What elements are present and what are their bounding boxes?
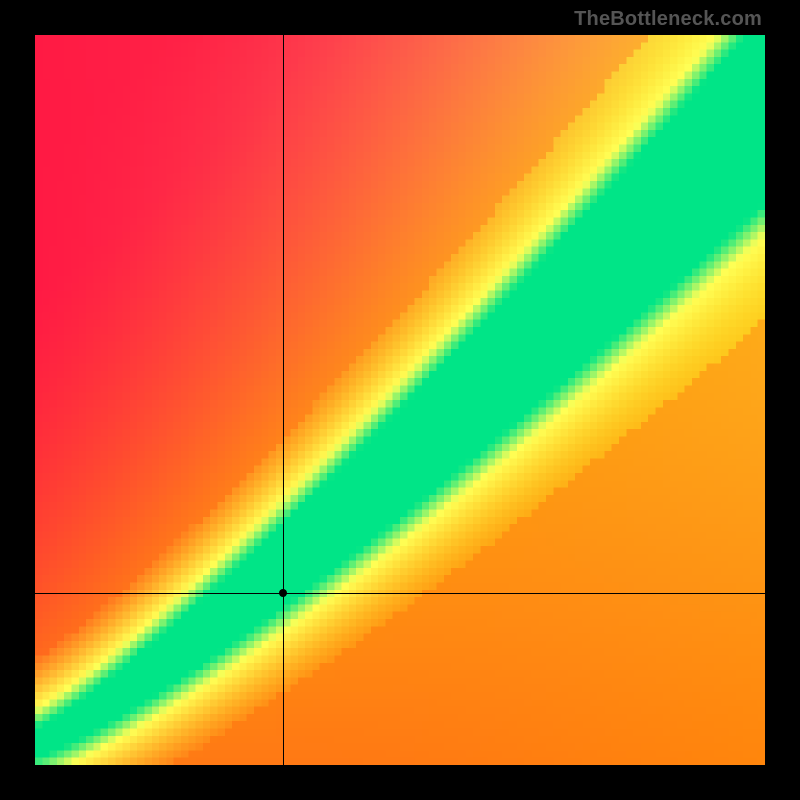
watermark-text: TheBottleneck.com (574, 8, 762, 31)
heatmap-canvas (35, 35, 765, 765)
crosshair-horizontal (35, 593, 765, 594)
chart-frame: TheBottleneck.com (0, 0, 800, 800)
crosshair-vertical (283, 35, 284, 765)
